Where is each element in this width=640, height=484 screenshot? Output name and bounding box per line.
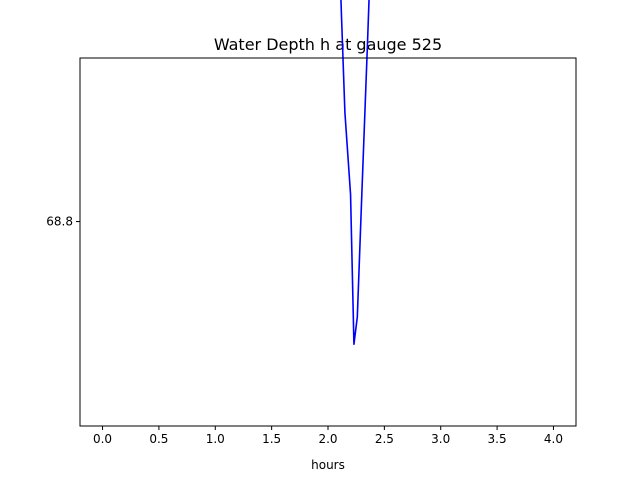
plot-area: 0.00.51.01.52.02.53.03.54.068.869.069.26… xyxy=(46,0,577,446)
chart-title: Water Depth h at gauge 525 xyxy=(214,35,442,54)
y-tick-label: 68.8 xyxy=(46,215,73,229)
x-tick-label: 3.0 xyxy=(431,432,450,446)
x-tick-label: 0.5 xyxy=(149,432,168,446)
x-tick-label: 2.5 xyxy=(375,432,394,446)
x-tick-label: 0.0 xyxy=(93,432,112,446)
x-axis-label: hours xyxy=(311,458,345,472)
plot-frame xyxy=(79,57,577,427)
x-tick-label: 2.0 xyxy=(318,432,337,446)
x-tick-label: 4.0 xyxy=(544,432,563,446)
x-tick-label: 1.0 xyxy=(206,432,225,446)
x-tick-label: 3.5 xyxy=(488,432,507,446)
x-tick-label: 1.5 xyxy=(262,432,281,446)
